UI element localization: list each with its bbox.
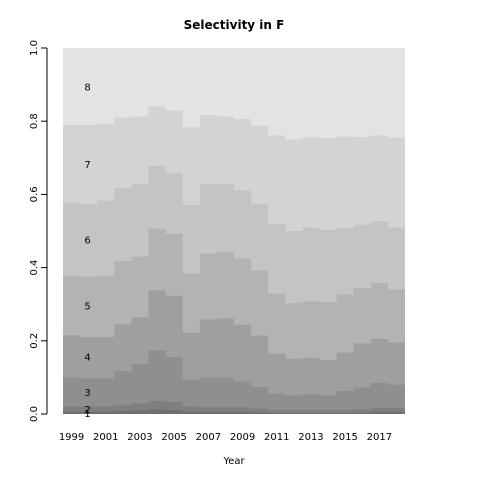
series-label-2: 2 — [84, 405, 90, 416]
series-label-1: 1 — [84, 409, 90, 420]
y-tick-label: 0.4 — [29, 260, 40, 276]
series-labels: 12 3 4 5 6 7 8 — [84, 82, 90, 419]
series-label-4: 4 — [84, 352, 90, 363]
x-tick-label: 2015 — [332, 432, 357, 443]
series-label-6: 6 — [84, 235, 90, 246]
x-tick-label: 2007 — [196, 432, 221, 443]
x-tick-label: 2003 — [127, 432, 152, 443]
y-tick-label: 0.8 — [29, 113, 40, 129]
series-area-3 — [63, 350, 405, 414]
x-tick-label: 2005 — [161, 432, 186, 443]
chart-title: Selectivity in F — [184, 18, 285, 32]
stacked-areas — [63, 48, 405, 414]
x-axis: 1999 2001 2003 2005 2007 2009 2011 2013 2015 2017 — [59, 432, 392, 443]
x-tick-label: 2011 — [264, 432, 289, 443]
x-axis-label: Year — [222, 456, 245, 467]
x-tick-label: 1999 — [59, 432, 84, 443]
y-tick-label: 0.6 — [29, 186, 40, 202]
series-label-7: 7 — [84, 160, 90, 171]
y-tick-label: 0.2 — [29, 333, 40, 349]
series-area-1 — [63, 409, 405, 414]
y-axis: 0.0 0.2 0.4 0.6 0.8 1.0 — [29, 40, 48, 422]
series-label-3: 3 — [84, 388, 90, 399]
x-tick-label: 2013 — [298, 432, 323, 443]
series-label-8: 8 — [84, 82, 90, 93]
y-tick-label: 1.0 — [29, 40, 40, 56]
x-tick-label: 2017 — [367, 432, 392, 443]
x-tick-label: 2009 — [230, 432, 255, 443]
x-tick-label: 2001 — [93, 432, 118, 443]
series-label-5: 5 — [84, 301, 90, 312]
y-tick-label: 0.0 — [29, 406, 40, 422]
